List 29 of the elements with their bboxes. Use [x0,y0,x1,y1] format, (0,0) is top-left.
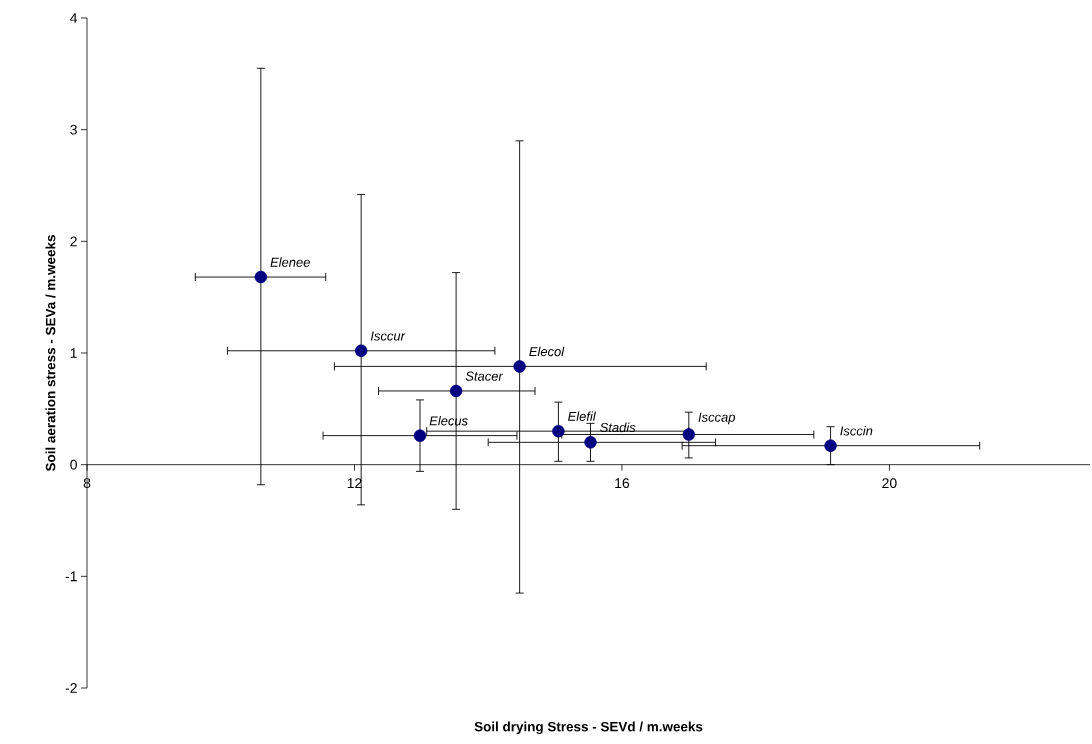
y-axis-title: Soil aeration stress - SEVa / m.weeks [45,235,56,472]
point [354,344,368,357]
point [584,436,597,449]
annotation: Elefil [568,411,596,421]
annotation: Stadis [600,422,636,433]
point [449,384,463,398]
annotation: Isccin [840,425,873,436]
y-tick-label: 2 [70,236,77,247]
annotation: Stacer [465,371,504,381]
y-tick-label: 1 [70,348,77,358]
x-tick-label: 16 [615,478,630,489]
y-tick-label: 4 [70,13,78,23]
point [552,424,565,438]
y-tick-label: -1 [65,571,77,582]
annotation: Elecol [529,346,565,357]
x-axis-title: Soil drying Stress - SEVd / m.weeks [474,721,703,735]
point [254,270,268,284]
annotation: Elenee [270,257,310,267]
annotation: Isccap [698,412,736,425]
point [513,360,526,373]
point [824,439,837,452]
point [413,429,427,442]
y-tick-label: 0 [70,459,77,470]
annotation: Elecus [429,415,468,426]
y-tick-label: -2 [65,683,77,693]
x-tick-label: 20 [882,478,897,489]
annotation: Isccur [370,331,406,341]
x-tick-label: 8 [83,478,91,489]
y-tick-label: 3 [70,124,77,135]
